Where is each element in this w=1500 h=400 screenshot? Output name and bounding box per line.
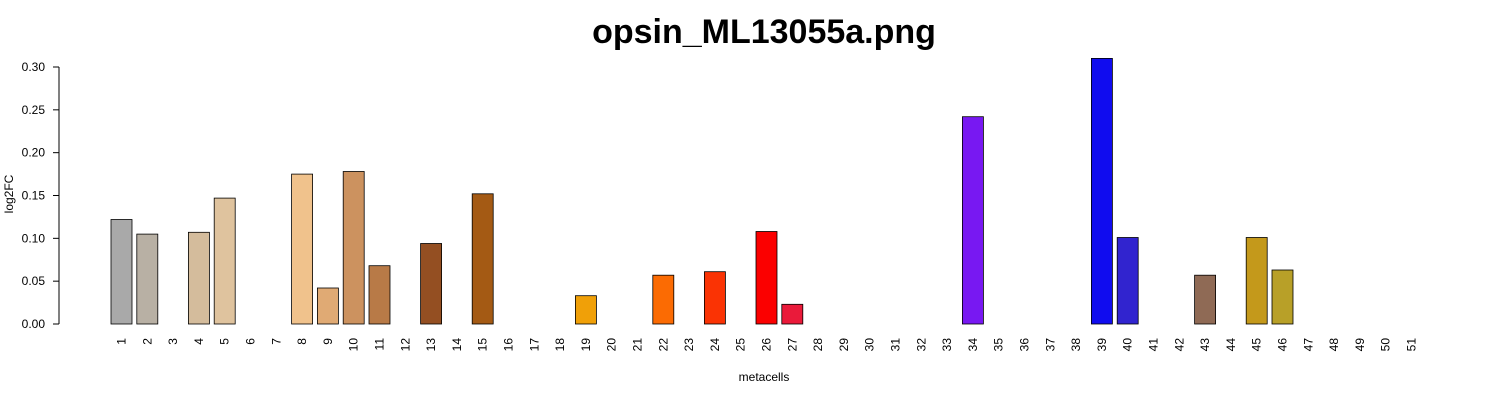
x-tick-label: 19 bbox=[579, 338, 593, 352]
y-tick-label: 0.15 bbox=[22, 189, 46, 203]
x-tick-label: 5 bbox=[218, 338, 232, 345]
bar-26 bbox=[755, 231, 778, 325]
x-tick-label: 23 bbox=[682, 338, 696, 352]
x-tick-label: 47 bbox=[1301, 338, 1315, 352]
x-tick-label: 30 bbox=[863, 338, 877, 352]
x-tick-label: 10 bbox=[347, 338, 361, 352]
bar-15 bbox=[471, 193, 494, 325]
x-tick-label: 25 bbox=[734, 338, 748, 352]
bar-13 bbox=[420, 243, 443, 325]
x-tick-label: 36 bbox=[1018, 338, 1032, 352]
x-tick-label: 39 bbox=[1095, 338, 1109, 352]
bar-9 bbox=[316, 287, 339, 325]
bar-24 bbox=[704, 271, 726, 325]
y-tick-label: 0.00 bbox=[22, 317, 46, 331]
x-tick-label: 2 bbox=[140, 338, 154, 345]
x-tick-label: 14 bbox=[450, 338, 464, 352]
y-tick-label: 0.20 bbox=[22, 146, 46, 160]
x-tick-label: 49 bbox=[1353, 338, 1367, 352]
x-tick-label: 38 bbox=[1069, 338, 1083, 352]
chart-title: opsin_ML13055a.png bbox=[592, 13, 936, 51]
x-tick-label: 16 bbox=[502, 338, 516, 352]
bar-1 bbox=[110, 219, 133, 325]
x-tick-label: 43 bbox=[1198, 338, 1212, 352]
y-tick-label: 0.05 bbox=[22, 274, 46, 288]
bar-39 bbox=[1091, 58, 1113, 325]
bar-22 bbox=[652, 274, 675, 325]
x-tick-label: 18 bbox=[553, 338, 567, 352]
x-tick-label: 26 bbox=[760, 338, 774, 352]
x-tick-label: 21 bbox=[631, 338, 645, 352]
x-tick-label: 9 bbox=[321, 338, 335, 345]
bar-8 bbox=[291, 173, 314, 325]
x-tick-label: 51 bbox=[1405, 338, 1419, 352]
bar-34 bbox=[962, 116, 984, 325]
bar-10 bbox=[342, 171, 365, 325]
x-tick-label: 44 bbox=[1224, 338, 1238, 352]
x-tick-label: 12 bbox=[398, 338, 412, 352]
bar-43 bbox=[1194, 274, 1216, 325]
x-tick-label: 13 bbox=[424, 338, 438, 352]
bars bbox=[110, 58, 1294, 325]
x-tick-labels: 1 2 3 4 5 6 7 8 9 10 11 12 13 14 15 16 17 18 19 20 21 22 23 24 2… bbox=[115, 338, 1419, 352]
y-tick-label: 0.10 bbox=[22, 231, 46, 245]
x-tick-label: 11 bbox=[373, 338, 387, 351]
x-tick-label: 37 bbox=[1043, 338, 1057, 352]
bar-4 bbox=[187, 231, 210, 325]
x-tick-label: 6 bbox=[244, 338, 258, 345]
bar-2 bbox=[136, 233, 159, 325]
x-tick-label: 35 bbox=[992, 338, 1006, 352]
x-tick-label: 27 bbox=[785, 338, 799, 352]
x-tick-label: 28 bbox=[811, 338, 825, 352]
x-tick-label: 40 bbox=[1121, 338, 1135, 352]
x-tick-label: 32 bbox=[914, 338, 928, 352]
x-tick-label: 42 bbox=[1172, 338, 1186, 352]
x-tick-label: 31 bbox=[889, 338, 903, 352]
x-tick-label: 4 bbox=[192, 338, 206, 345]
bar-46 bbox=[1271, 269, 1294, 325]
x-tick-label: 34 bbox=[966, 338, 980, 352]
x-tick-label: 45 bbox=[1250, 338, 1264, 352]
bar-19 bbox=[575, 295, 597, 325]
x-tick-label: 8 bbox=[295, 338, 309, 345]
x-axis-label: metacells bbox=[739, 370, 790, 384]
x-tick-label: 15 bbox=[476, 338, 490, 352]
y-axis-label: log2FC bbox=[2, 174, 16, 213]
x-tick-label: 3 bbox=[166, 338, 180, 345]
bar-5 bbox=[213, 197, 236, 325]
x-tick-label: 24 bbox=[708, 338, 722, 352]
x-tick-label: 20 bbox=[605, 338, 619, 352]
bar-11 bbox=[368, 265, 391, 325]
y-tick-label: 0.30 bbox=[22, 60, 46, 74]
bar-27 bbox=[781, 303, 804, 325]
x-tick-label: 50 bbox=[1379, 338, 1393, 352]
x-tick-label: 22 bbox=[656, 338, 670, 352]
bar-45 bbox=[1245, 237, 1268, 325]
x-tick-label: 33 bbox=[940, 338, 954, 352]
x-tick-label: 41 bbox=[1147, 338, 1161, 352]
x-tick-label: 48 bbox=[1327, 338, 1341, 352]
bar-40 bbox=[1116, 237, 1139, 325]
x-tick-label: 29 bbox=[837, 338, 851, 352]
x-tick-label: 1 bbox=[115, 338, 129, 345]
y-tick-label: 0.25 bbox=[22, 103, 46, 117]
x-tick-label: 46 bbox=[1276, 338, 1290, 352]
x-tick-label: 17 bbox=[527, 338, 541, 352]
y-axis: 0.00 0.05 0.10 0.15 0.20 0.25 0.30 bbox=[22, 60, 60, 331]
x-tick-label: 7 bbox=[269, 338, 283, 345]
